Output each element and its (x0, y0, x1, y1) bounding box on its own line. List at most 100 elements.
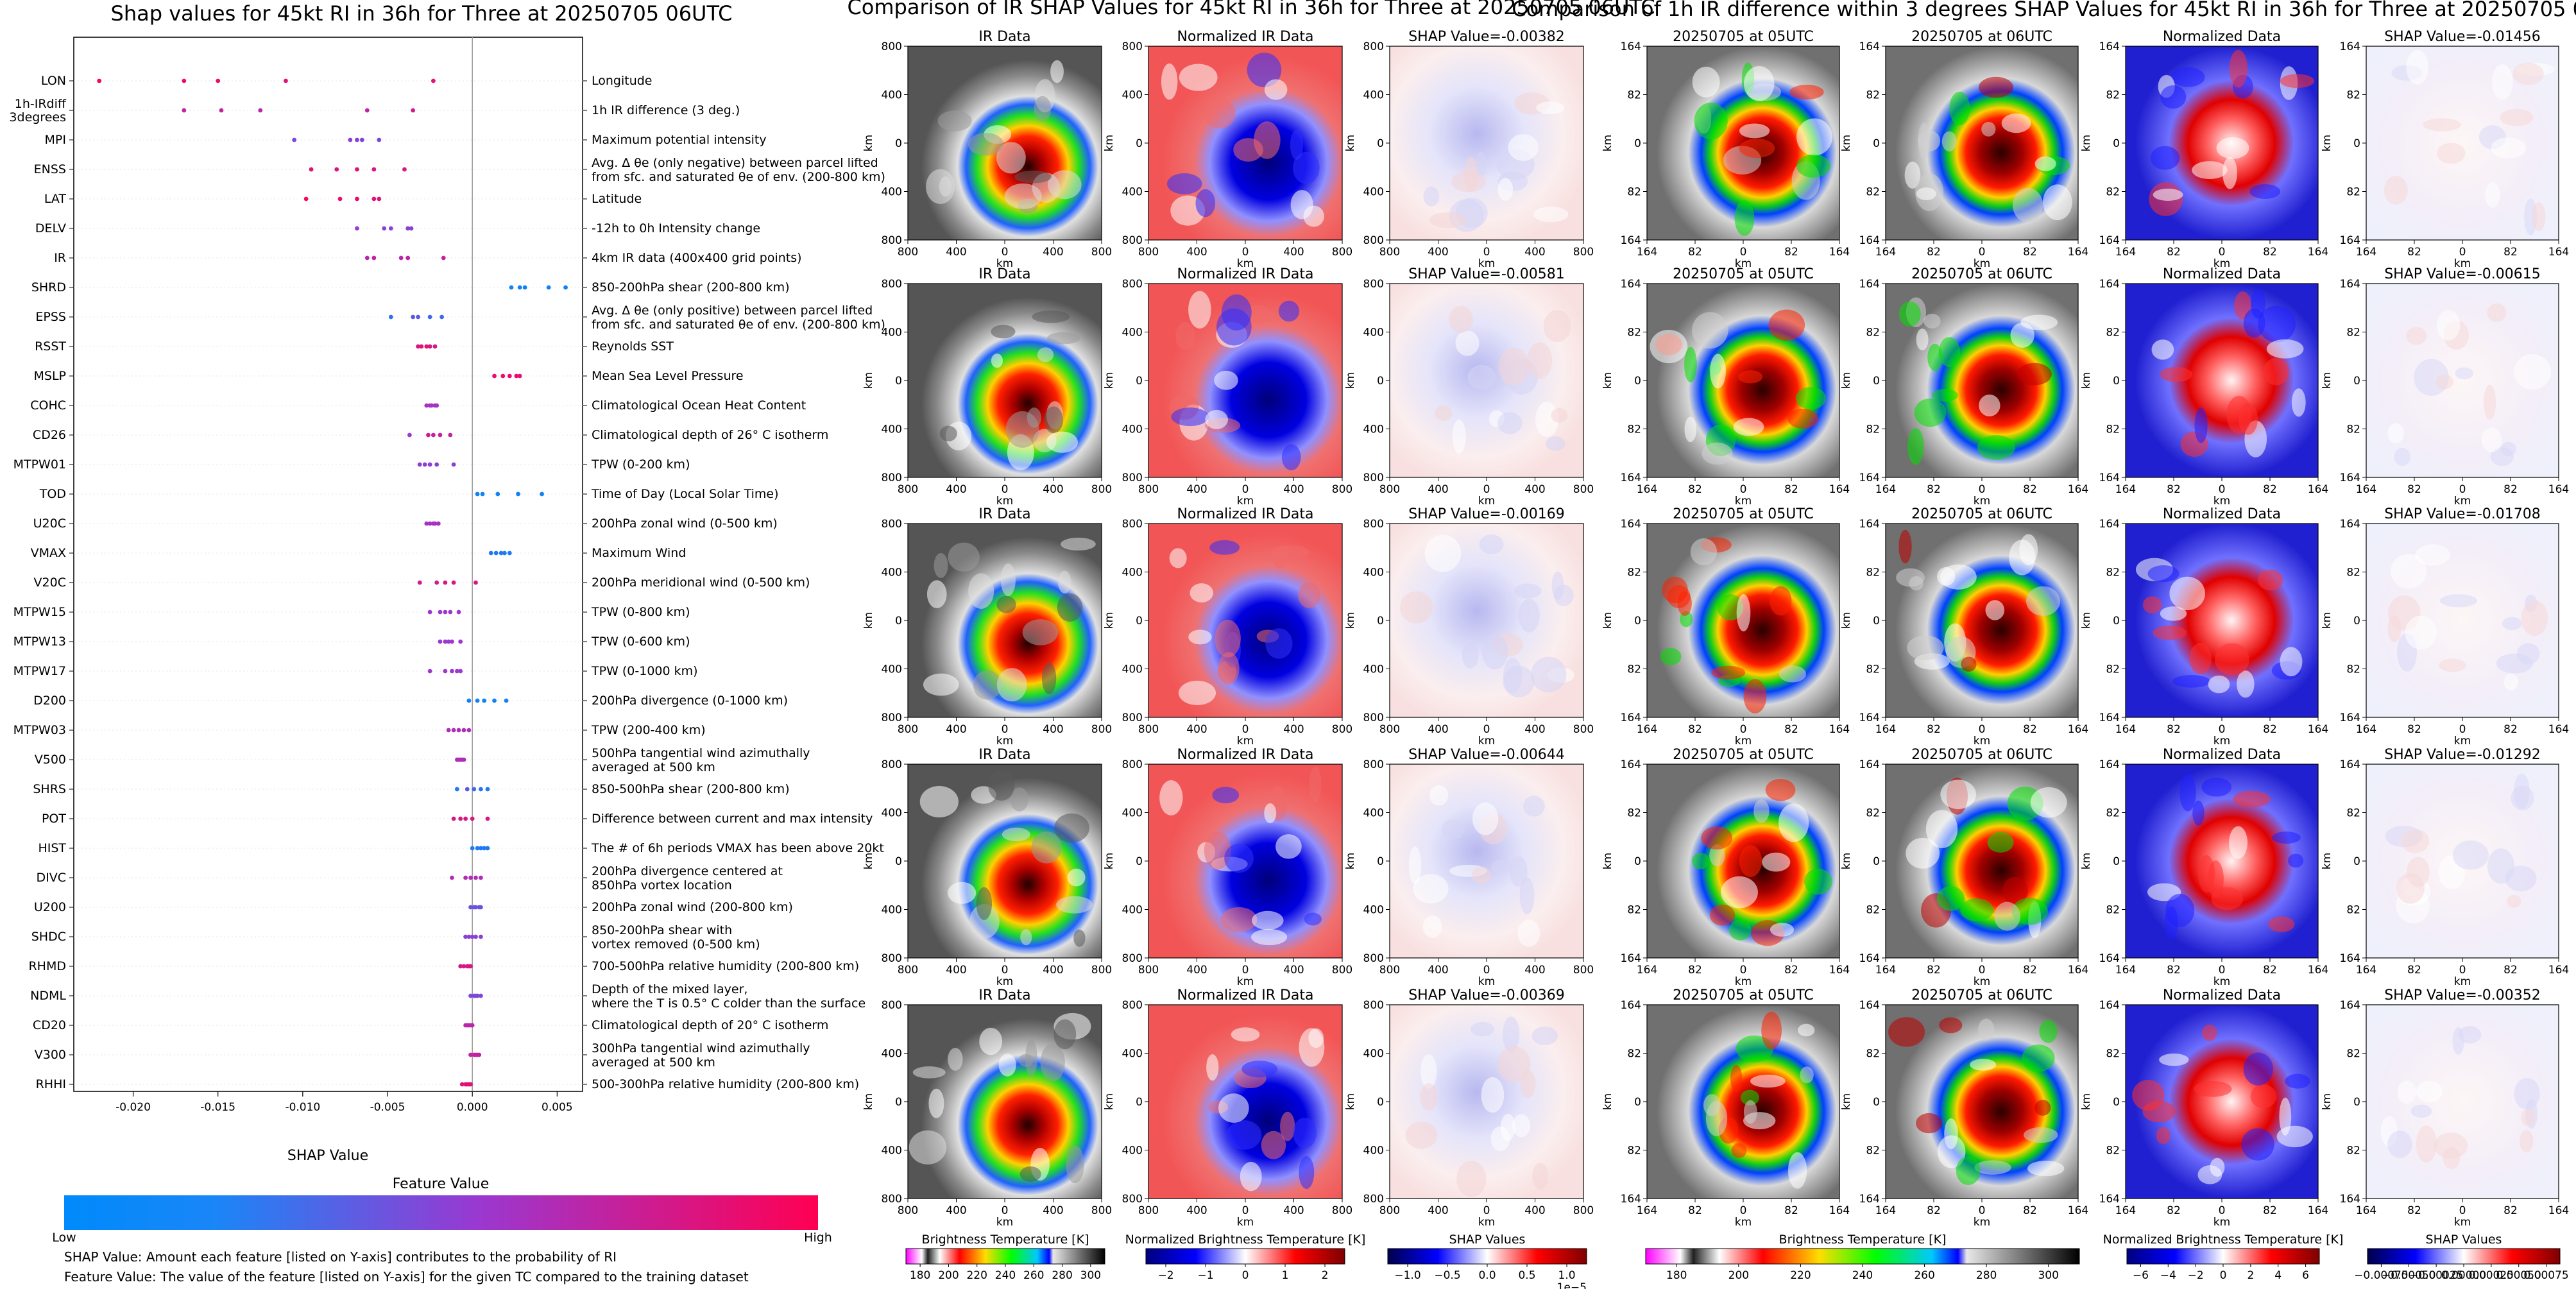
texture-blob (2435, 374, 2453, 389)
shap-point (427, 669, 432, 674)
colorbar-tick-label: 0.5 (1518, 1269, 1535, 1282)
texture-blob (1711, 665, 1746, 679)
texture-blob (1247, 53, 1282, 87)
texture-blob (1994, 901, 2020, 931)
feature-description: 850-500hPa shear (200-800 km) (592, 782, 790, 796)
texture-blob (968, 573, 994, 609)
y-axis-label: km (1840, 853, 1853, 869)
shap-point (434, 403, 439, 408)
panel-title: SHAP Value=-0.01708 (2384, 506, 2541, 522)
texture-blob (1543, 310, 1571, 343)
y-tick-label: 164 (2340, 518, 2360, 531)
texture-blob (1467, 364, 1496, 390)
colorbar-tick-label: −4 (2160, 1269, 2176, 1282)
y-axis-label: km (2080, 1093, 2093, 1110)
texture-blob (2455, 367, 2473, 380)
colorbar-tick-label: 0.00025 (2469, 1269, 2514, 1282)
panel-title: SHAP Value=-0.00169 (1408, 506, 1565, 522)
x-tick-label: 82 (2167, 246, 2181, 259)
y-axis-label: km (1601, 612, 1614, 629)
texture-blob (2160, 366, 2193, 382)
y-tick-label: 800 (1363, 999, 1384, 1012)
y-tick-label: 800 (1122, 234, 1143, 247)
colorbar-tick-label: 220 (1790, 1269, 1811, 1282)
y-tick-label: 0 (2113, 855, 2120, 868)
texture-blob (1215, 619, 1241, 658)
shap-point (411, 108, 416, 113)
y-tick-label: 0 (895, 137, 902, 150)
texture-blob (1531, 656, 1567, 693)
texture-blob (1733, 418, 1764, 436)
y-tick-label: 164 (1859, 952, 1880, 965)
x-tick-label: 82 (2503, 246, 2518, 259)
texture-blob (979, 1027, 1003, 1055)
y-axis-label: km (1103, 1093, 1116, 1110)
shap-point (451, 580, 456, 585)
shap-point (468, 964, 473, 969)
y-tick-label: 0 (1634, 375, 1641, 388)
feature-description: TPW (0-1000 km) (591, 664, 698, 678)
x-tick-label: 82 (1927, 246, 1941, 259)
feature-description: -12h to 0h Intensity change (592, 221, 760, 235)
feature-description: Reynolds SST (592, 339, 674, 354)
x-tick-label: 82 (2263, 964, 2277, 977)
shap-point (473, 580, 478, 585)
x-tick-label: 82 (2407, 723, 2421, 736)
texture-blob (1916, 187, 1936, 201)
y-axis-label: km (862, 135, 875, 151)
texture-blob (1691, 853, 1710, 869)
texture-blob (1728, 919, 1752, 941)
shap-point (405, 255, 411, 260)
shap-point (416, 344, 420, 349)
texture-blob (2153, 189, 2183, 201)
x-tick-label: 400 (946, 723, 966, 736)
panel-title: SHAP Value=-0.00352 (2384, 987, 2541, 1003)
texture-blob (1205, 409, 1229, 429)
x-tick-label: 0 (1979, 483, 1986, 496)
texture-blob (2022, 1045, 2055, 1072)
texture-blob (2272, 831, 2301, 844)
shap-point (479, 905, 483, 910)
texture-blob (2491, 137, 2526, 159)
shap-point (458, 639, 463, 644)
texture-blob (1770, 923, 1795, 937)
texture-blob (2020, 314, 2058, 330)
panel-title: IR Data (978, 987, 1030, 1003)
y-tick-label: 800 (1363, 1193, 1384, 1206)
y-axis-label: km (1601, 372, 1614, 389)
y-tick-label: 0 (895, 615, 902, 627)
feature-name-ndml: NDML (30, 989, 66, 1003)
shap-point (441, 255, 446, 260)
shap-point (466, 728, 472, 733)
texture-blob (2416, 1080, 2443, 1103)
y-tick-label: 164 (2099, 952, 2120, 965)
texture-blob (1252, 910, 1284, 930)
x-tick-label: 164 (2115, 1204, 2136, 1217)
texture-blob (1034, 96, 1052, 122)
feature-name-lon: LON (41, 74, 66, 88)
texture-blob (1804, 868, 1832, 895)
texture-blob (1005, 411, 1039, 448)
texture-blob (919, 785, 959, 817)
colorbar-tick-label: 6 (2302, 1269, 2309, 1282)
feature-name-line: POT (42, 812, 66, 826)
x-tick-label: 400 (1524, 483, 1545, 496)
texture-blob (1218, 1093, 1249, 1123)
shap-point (482, 698, 487, 703)
feature-description-line: 850-200hPa shear (200-800 km) (592, 280, 790, 295)
x-tick-label: 800 (1138, 723, 1159, 736)
texture-blob (928, 1088, 944, 1118)
colorbar-tick-label: −0.5 (1434, 1269, 1460, 1282)
y-tick-label: 0 (1377, 855, 1384, 868)
shap-point (540, 491, 544, 497)
x-tick-label: 164 (2308, 964, 2328, 977)
colorbar-tick-label: 280 (1976, 1269, 1997, 1282)
x-tick-label: 0 (2219, 964, 2226, 977)
texture-blob (1796, 154, 1831, 178)
y-axis-label: km (2080, 853, 2093, 869)
y-tick-label: 400 (882, 567, 902, 579)
texture-blob (1056, 896, 1093, 914)
